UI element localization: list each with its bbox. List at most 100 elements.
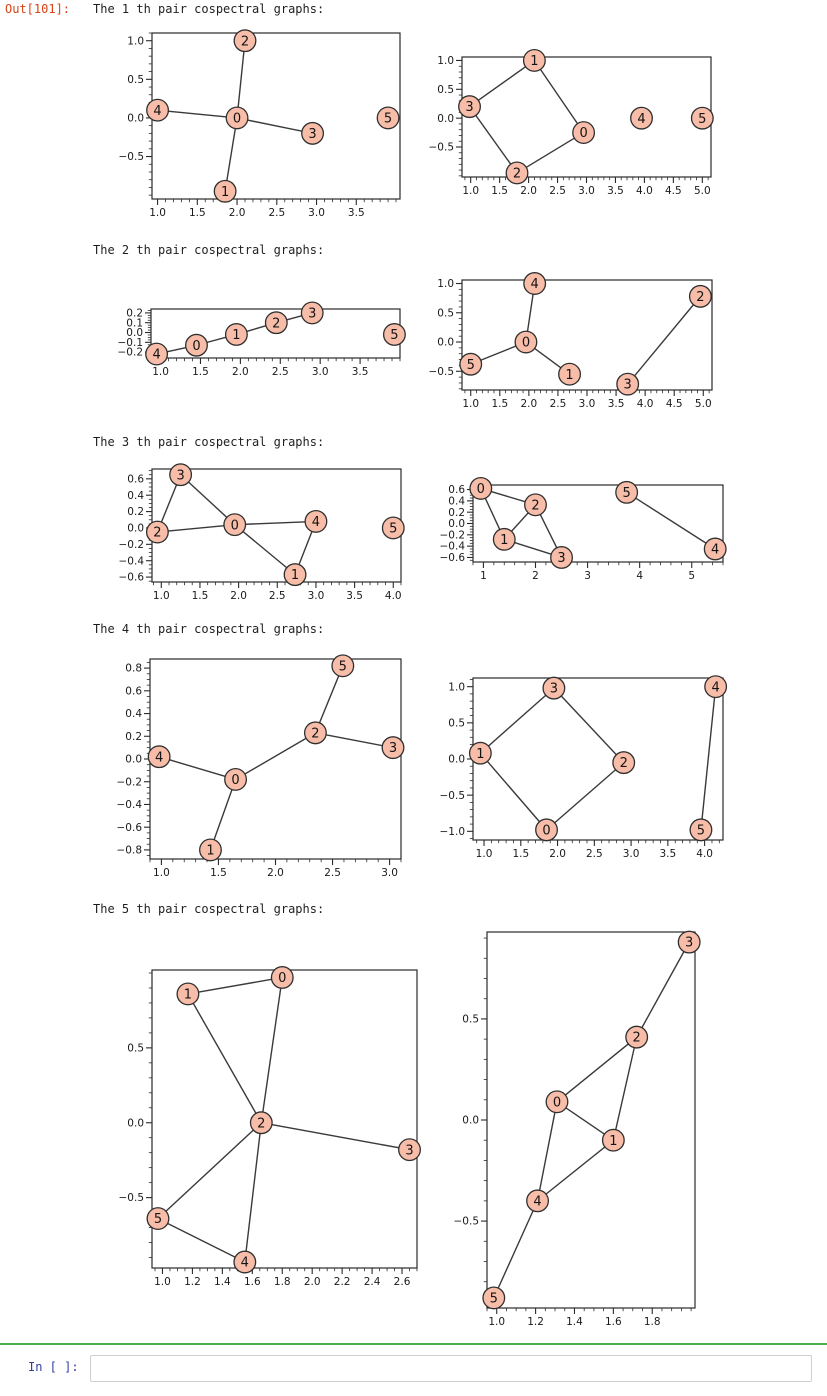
x-tick-label: 3.0 [308, 590, 325, 602]
y-tick-label: −0.1 [118, 337, 144, 349]
y-tick-label: 1.0 [448, 681, 465, 693]
graph-node-label: 1 [530, 54, 538, 69]
graph-node-0: 0 [535, 818, 558, 842]
graph-edge-5-2 [314, 665, 344, 734]
x-tick-label: 1.5 [192, 590, 209, 602]
graph-node-3: 3 [458, 95, 481, 119]
graph-edge-2-3 [315, 732, 394, 749]
graph-node-3: 3 [542, 676, 566, 700]
graph-node-0: 0 [514, 330, 538, 354]
x-tick-label: 4.0 [696, 848, 713, 860]
pair-2-header: The 2 th pair cospectral graphs: [93, 243, 325, 257]
graph-node-0: 0 [185, 333, 208, 357]
graph-node-label: 5 [467, 358, 475, 373]
graph-node-4: 4 [233, 1250, 257, 1274]
graph-edge-0-1 [209, 779, 237, 851]
x-tick-label: 1.5 [210, 867, 227, 879]
graph-plot-pair-1-right: 1.0 1.5 2.0 2.5 3.0 3.5 4.0 4.5 5.0 1.0 0.5 0.0 −0.5… [429, 49, 714, 197]
y-tick-label: 0.0 [437, 113, 454, 125]
graph-edge-0-4 [234, 520, 316, 526]
y-tick-label: 0.6 [127, 473, 144, 485]
graph-node-label: 0 [231, 773, 239, 788]
graph-plot-pair-4-right: 1.0 1.5 2.0 2.5 3.0 3.5 4.0 1.0 0.5 0.0 −0.5 −1.0 0 1… [440, 675, 728, 860]
graph-node-label: 4 [312, 515, 320, 530]
graph-node-2: 2 [688, 284, 712, 308]
out-prompt: Out[101]: [5, 2, 71, 16]
x-tick-label: 4.0 [385, 590, 402, 602]
graph-node-5: 5 [376, 106, 400, 130]
graph-node-2: 2 [249, 1111, 273, 1135]
graph-node-label: 3 [405, 1143, 413, 1158]
x-tick-label: 2.0 [521, 398, 538, 410]
graph-edge-0-2 [260, 977, 283, 1123]
x-tick-label: 3.5 [608, 398, 625, 410]
graph-edge-3-2 [468, 106, 518, 174]
y-tick-label: −0.4 [119, 555, 145, 567]
graph-edge-1-3 [469, 59, 535, 108]
y-tick-label: 0.5 [127, 74, 144, 86]
graph-node-label: 5 [490, 1291, 498, 1306]
x-tick-label: 3.5 [352, 366, 369, 378]
graph-edge-0-2 [236, 40, 246, 119]
graph-node-label: 3 [557, 551, 565, 566]
graph-node-label: 0 [477, 482, 485, 497]
graph-node-3: 3 [677, 930, 701, 954]
x-tick-label: 2.6 [394, 1276, 411, 1288]
x-tick-label: 5.0 [694, 185, 711, 197]
code-input[interactable] [90, 1355, 812, 1382]
y-tick-label: 0.0 [462, 1115, 479, 1127]
y-tick-label: 0.6 [448, 484, 465, 496]
graph-edge-0-4 [158, 756, 236, 781]
graph-node-label: 5 [339, 659, 347, 674]
graph-node-1: 1 [492, 527, 516, 551]
graph-node-4: 4 [704, 675, 728, 699]
graph-node-label: 0 [231, 518, 239, 533]
graph-node-1: 1 [522, 49, 546, 72]
y-tick-label: −0.6 [119, 572, 145, 584]
graph-edge-2-0 [556, 1036, 638, 1103]
graph-node-label: 2 [153, 526, 161, 541]
y-tick-label: −0.2 [440, 529, 466, 541]
x-tick-label: 3.0 [623, 848, 640, 860]
graph-node-4: 4 [703, 537, 727, 561]
x-tick-label: 2.5 [549, 185, 566, 197]
graph-node-label: 0 [542, 823, 550, 838]
graph-node-1: 1 [224, 323, 248, 346]
y-tick-label: −0.5 [454, 1216, 480, 1228]
y-tick-label: −0.5 [429, 366, 455, 378]
graph-edge-1-3 [479, 687, 555, 754]
graph-node-label: 1 [221, 185, 229, 200]
graph-node-label: 2 [633, 1031, 641, 1046]
x-tick-label: 1.4 [566, 1316, 583, 1328]
graph-node-label: 1 [184, 988, 192, 1003]
y-tick-label: −0.5 [119, 151, 145, 163]
y-tick-label: 0.0 [127, 113, 144, 125]
graph-node-label: 3 [308, 127, 316, 142]
x-tick-label: 1.8 [644, 1316, 661, 1328]
x-tick-label: 3.0 [308, 207, 325, 219]
y-tick-label: 0.5 [127, 1042, 144, 1054]
y-tick-label: 0.5 [448, 717, 465, 729]
graph-node-label: 5 [697, 823, 705, 838]
graph-node-label: 2 [272, 316, 280, 331]
graph-node-1: 1 [283, 563, 307, 587]
graph-node-5: 5 [459, 352, 483, 376]
y-tick-label: −0.5 [429, 142, 455, 154]
x-tick-label: 4.0 [637, 398, 654, 410]
graph-node-label: 2 [257, 1116, 265, 1131]
graph-node-5: 5 [146, 1207, 170, 1231]
graph-edge-2-3 [627, 295, 701, 385]
y-tick-label: −0.6 [440, 552, 466, 564]
y-tick-label: −0.2 [117, 776, 143, 788]
x-tick-label: 3.0 [578, 185, 595, 197]
x-tick-label: 1.2 [527, 1316, 544, 1328]
x-tick-label: 1.0 [149, 207, 166, 219]
graph-node-0: 0 [572, 121, 596, 145]
graph-plot-pair-1-left: 1.0 1.5 2.0 2.5 3.0 3.5 1.0 0.5 0.0 −0.5 0 1 2 3 4 5 [119, 29, 401, 219]
y-tick-label: 0.8 [125, 663, 142, 675]
graph-node-0: 0 [223, 513, 247, 537]
graph-node-label: 3 [389, 741, 397, 756]
y-tick-label: −0.8 [117, 845, 143, 857]
graph-node-4: 4 [145, 342, 169, 366]
x-tick-label: 1.0 [488, 1316, 505, 1328]
